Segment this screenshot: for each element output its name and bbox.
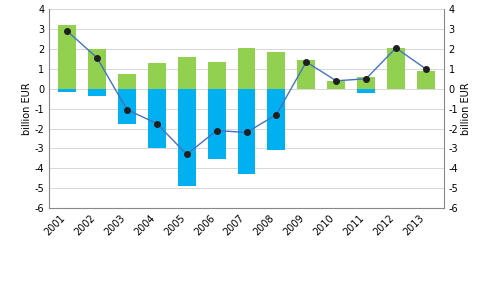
Bar bbox=[88, 49, 106, 89]
Bar bbox=[238, 48, 255, 89]
Bar bbox=[118, 89, 136, 124]
Bar bbox=[88, 89, 106, 96]
Bar bbox=[357, 89, 375, 93]
Bar bbox=[327, 81, 345, 89]
Bar bbox=[178, 89, 196, 186]
Bar bbox=[267, 89, 285, 150]
Bar bbox=[357, 77, 375, 89]
Bar bbox=[148, 89, 166, 148]
Bar bbox=[297, 60, 315, 89]
Bar bbox=[118, 74, 136, 89]
Bar bbox=[417, 71, 435, 89]
Bar bbox=[208, 89, 226, 159]
Bar bbox=[387, 48, 405, 89]
Bar bbox=[58, 25, 76, 89]
Y-axis label: billion EUR: billion EUR bbox=[22, 82, 32, 135]
Bar bbox=[208, 62, 226, 89]
Bar bbox=[58, 89, 76, 92]
Bar bbox=[178, 57, 196, 89]
Bar bbox=[267, 52, 285, 89]
Bar bbox=[148, 63, 166, 89]
Bar bbox=[238, 89, 255, 174]
Y-axis label: billion EUR: billion EUR bbox=[461, 82, 471, 135]
